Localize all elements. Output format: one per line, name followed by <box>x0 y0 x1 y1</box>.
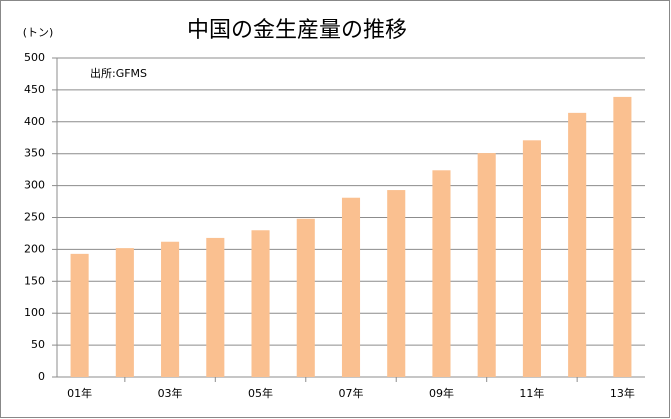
y-tick-label: 450 <box>24 83 45 96</box>
y-tick-label: 0 <box>38 370 45 383</box>
bar <box>432 170 451 377</box>
bar <box>341 197 361 377</box>
bar <box>115 248 134 377</box>
x-tick-label: 11年 <box>519 386 544 400</box>
bar <box>161 241 180 377</box>
y-tick-label: 250 <box>24 211 45 224</box>
bar <box>477 153 496 377</box>
bar <box>387 190 406 377</box>
bar <box>613 96 632 377</box>
x-tick-label: 13年 <box>610 386 635 400</box>
y-tick-label: 400 <box>24 115 45 128</box>
bar <box>206 237 225 377</box>
y-tick-label: 200 <box>24 242 45 255</box>
y-tick-label: 150 <box>24 274 45 287</box>
bar <box>568 112 587 378</box>
chart-title: 中国の金生産量の推移 <box>187 18 407 43</box>
y-axis-label: (トン) <box>23 26 54 39</box>
x-tick-label: 01年 <box>67 386 92 400</box>
y-tick-label: 100 <box>24 306 45 319</box>
bar <box>70 253 89 377</box>
y-tick-label: 300 <box>24 179 45 192</box>
x-tick-label: 09年 <box>429 386 454 400</box>
y-tick-label: 50 <box>31 338 45 351</box>
bar <box>296 218 315 377</box>
y-tick-label: 350 <box>24 147 45 160</box>
y-tick-label: 500 <box>24 51 45 64</box>
x-tick-label: 03年 <box>158 386 183 400</box>
x-tick-label: 05年 <box>248 386 273 400</box>
annotation: 出所:GFMS <box>90 66 147 80</box>
bar <box>251 230 270 377</box>
x-tick-label: 07年 <box>339 386 364 400</box>
bar <box>522 140 541 377</box>
